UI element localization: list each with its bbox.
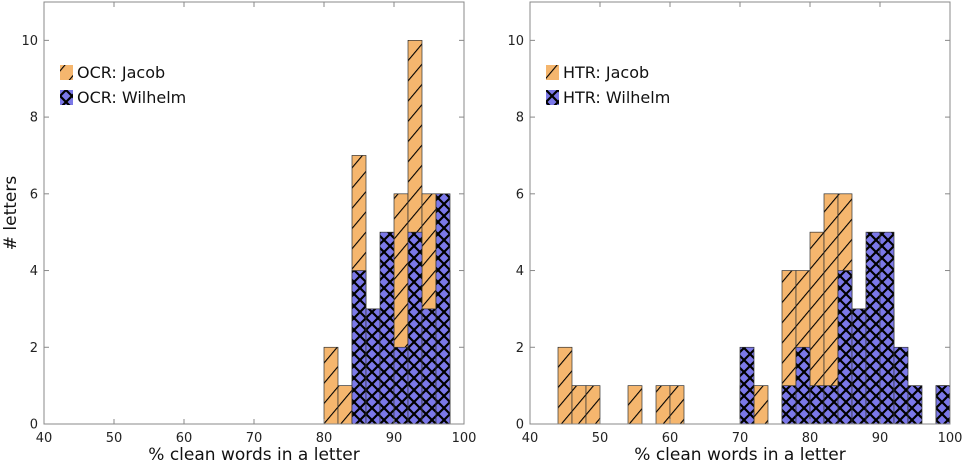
chart-panel-1: 40 50 60 70 80 90 100 0 2 4 6 8 10 % clean words in a… <box>1 1 477 465</box>
y-tick-label: 8 <box>30 111 38 126</box>
bar <box>753 385 769 425</box>
bar <box>393 346 409 425</box>
bar <box>809 385 825 425</box>
bar <box>627 385 643 425</box>
bar <box>407 231 423 425</box>
y-tick-label: 10 <box>21 34 38 49</box>
bar <box>739 346 755 425</box>
legend-swatch <box>60 90 73 105</box>
y-tick-label: 10 <box>507 34 524 49</box>
y-tick-label: 6 <box>516 187 524 202</box>
y-tick-label: 2 <box>30 341 38 356</box>
x-tick-label: 80 <box>802 431 819 446</box>
bar <box>865 231 881 425</box>
legend-label: OCR: Wilhelm <box>77 88 186 107</box>
bar <box>571 385 587 425</box>
legend-swatch <box>60 65 73 80</box>
legend: OCR: Jacob OCR: Wilhelm <box>60 63 186 107</box>
bar <box>365 308 381 425</box>
bar <box>879 231 895 425</box>
x-tick-label: 60 <box>176 431 193 446</box>
x-axis-label: % clean words in a letter <box>148 445 359 465</box>
x-tick-label: 60 <box>662 431 679 446</box>
bar <box>655 385 671 425</box>
bar <box>907 385 923 425</box>
y-tick-label: 6 <box>30 187 38 202</box>
y-axis-label: # letters <box>1 176 21 251</box>
y-tick-label: 2 <box>516 341 524 356</box>
x-tick-label: 40 <box>36 431 53 446</box>
bar <box>851 308 867 425</box>
x-tick-label: 80 <box>316 431 333 446</box>
bar <box>669 385 685 425</box>
legend-label: OCR: Jacob <box>77 63 165 82</box>
bar <box>379 231 395 425</box>
y-tick-label: 8 <box>516 111 524 126</box>
y-tick-label: 4 <box>516 264 524 279</box>
bar <box>935 385 951 425</box>
bar <box>585 385 601 425</box>
bar <box>557 346 573 425</box>
legend-swatch <box>546 90 559 105</box>
y-tick-label: 0 <box>30 418 38 433</box>
bar <box>435 193 451 425</box>
x-tick-label: 50 <box>106 431 123 446</box>
legend-label: HTR: Jacob <box>563 63 649 82</box>
legend-label: HTR: Wilhelm <box>563 88 670 107</box>
x-tick-label: 70 <box>732 431 749 446</box>
bar <box>351 270 367 425</box>
x-tick-label: 100 <box>452 431 477 446</box>
bar <box>893 346 909 425</box>
bar <box>337 385 353 425</box>
x-tick-label: 100 <box>938 431 963 446</box>
x-tick-label: 70 <box>246 431 263 446</box>
bar <box>795 346 811 425</box>
x-axis-label: % clean words in a letter <box>634 445 845 465</box>
x-tick-label: 90 <box>386 431 403 446</box>
x-tick-label: 40 <box>522 431 539 446</box>
bar <box>837 270 853 425</box>
bar <box>421 308 437 425</box>
y-tick-label: 0 <box>516 418 524 433</box>
bar <box>781 385 797 425</box>
legend-swatch <box>546 65 559 80</box>
bar <box>823 385 839 425</box>
legend: HTR: Jacob HTR: Wilhelm <box>546 63 670 107</box>
chart-panel-2: 40 50 60 70 80 90 100 0 2 4 6 8 10 % clean words in a… <box>507 1 963 465</box>
y-tick-label: 4 <box>30 264 38 279</box>
x-tick-label: 90 <box>872 431 889 446</box>
x-tick-label: 50 <box>592 431 609 446</box>
bar <box>323 346 339 425</box>
series-2-bars <box>739 231 951 425</box>
